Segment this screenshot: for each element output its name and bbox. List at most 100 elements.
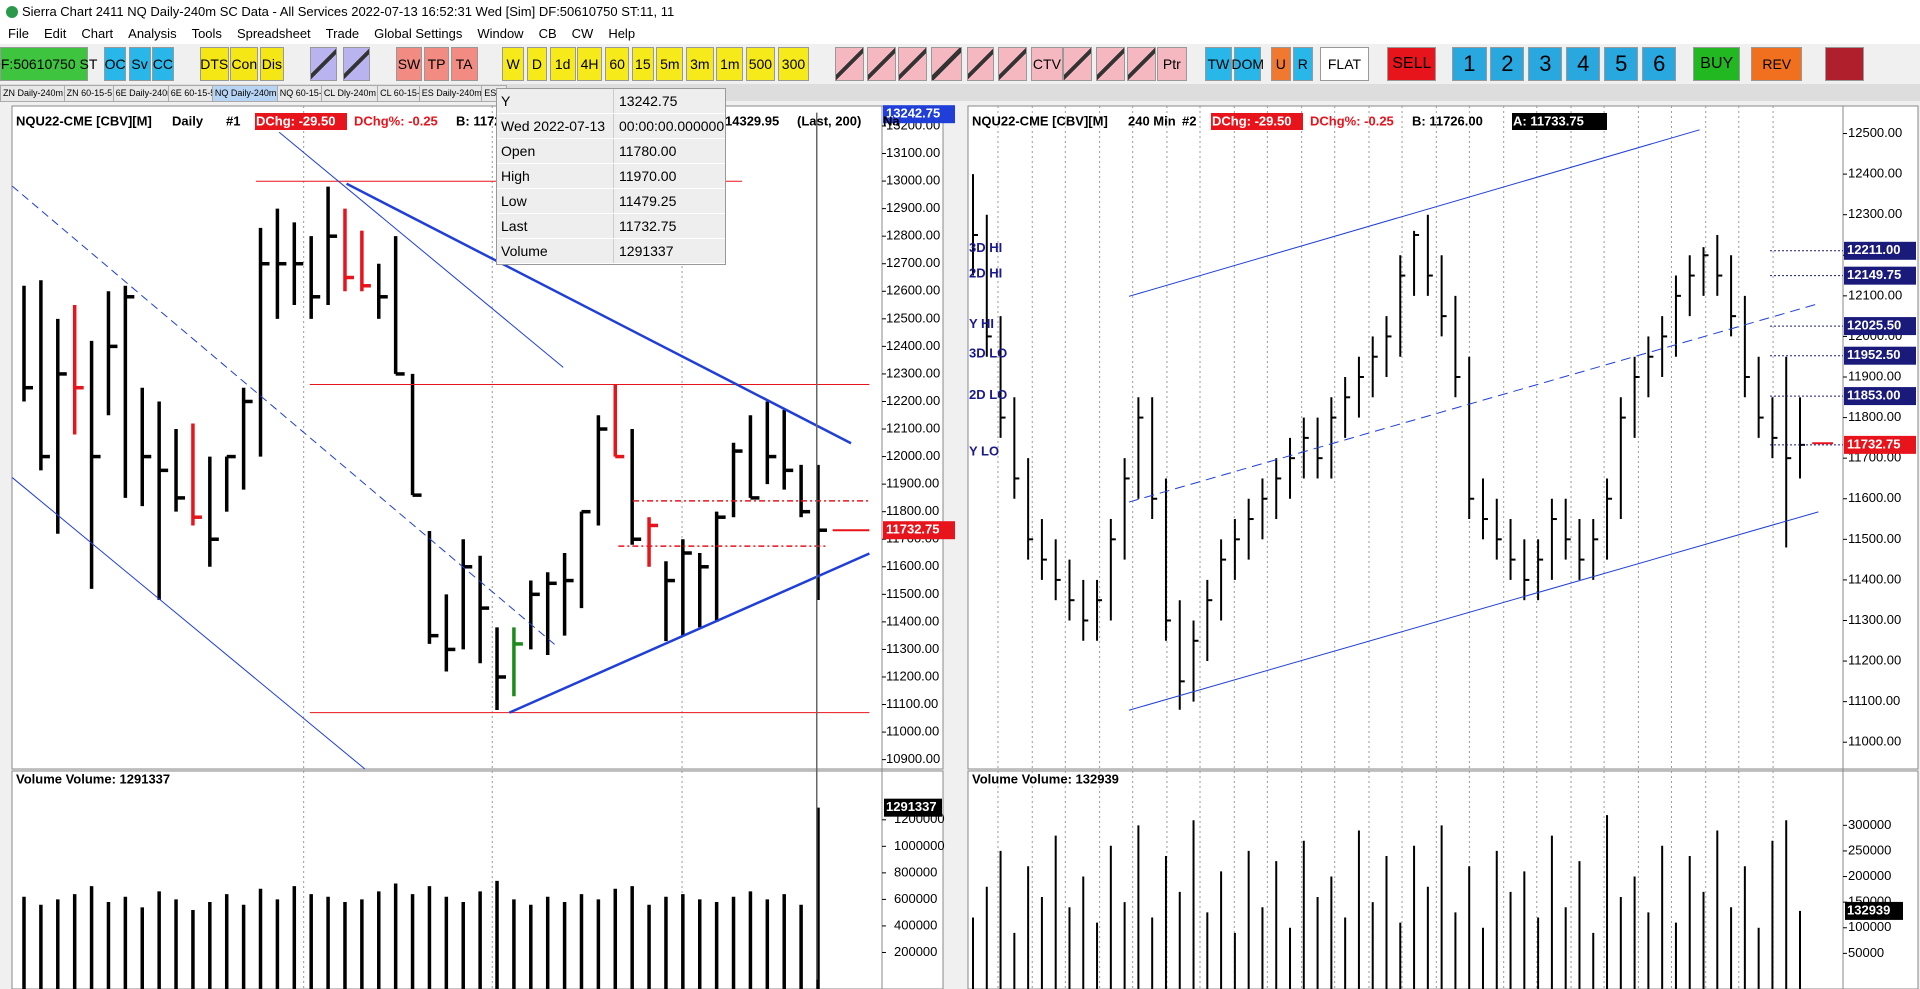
chart-tab[interactable]: 6E 60-15-5: [167, 85, 219, 102]
volume-pane: [11, 770, 944, 989]
header-symbol: NQU22-CME [CBV][M]: [16, 113, 152, 128]
menu-item[interactable]: Global Settings: [374, 26, 463, 41]
toolbar-button[interactable]: 1m: [716, 47, 744, 81]
menu-item[interactable]: Analysis: [128, 26, 177, 41]
toolbar-button[interactable]: 15: [631, 47, 654, 81]
price-label: 11732.75: [886, 522, 940, 537]
toolbar-button[interactable]: Sv: [128, 47, 151, 81]
header-bid: B: 11726.00: [1412, 113, 1483, 128]
price-pane: [11, 105, 944, 770]
chart-tab[interactable]: ZN 60-15-5: [63, 85, 116, 102]
chart-tab[interactable]: ZN Daily-240m: [0, 85, 67, 102]
toolbar-button[interactable]: TP: [423, 47, 450, 81]
toolbar-button[interactable]: TW: [1204, 47, 1232, 81]
toolbar-button[interactable]: U: [1271, 47, 1291, 81]
toolbar-button[interactable]: Ptr: [1157, 47, 1187, 81]
data-value: 00:00:00.000000: [619, 118, 725, 134]
tool-icon[interactable]: [835, 47, 865, 81]
menu-item[interactable]: CW: [571, 26, 594, 41]
menu-item[interactable]: Edit: [43, 26, 67, 41]
menu-item[interactable]: Spreadsheet: [236, 26, 311, 41]
toolbar-button[interactable]: D: [526, 47, 548, 81]
volume-tick-label: 200000: [1848, 868, 1891, 883]
menu-item[interactable]: Tools: [191, 26, 222, 41]
toolbar-button[interactable]: 5m: [656, 47, 684, 81]
price-label: 12149.75: [1847, 267, 1901, 282]
tool-icon[interactable]: [866, 47, 897, 81]
toolbar-button[interactable]: 300: [777, 47, 810, 81]
window-title: Sierra Chart 2411 NQ Daily-240m SC Data …: [22, 4, 675, 19]
menu-item[interactable]: Help: [608, 26, 636, 41]
data-value: 13242.75: [619, 93, 678, 109]
price-label-box: [1844, 241, 1916, 260]
tool-icon[interactable]: [1095, 47, 1126, 81]
toolbar-button[interactable]: 5: [1604, 47, 1639, 81]
header-number: #2: [1182, 113, 1196, 128]
data-value: 11970.00: [619, 168, 677, 184]
chartbook-tabs: ZN Daily-240m ZN 60-15-5 6E Daily-240m 6E 6…: [0, 84, 1920, 102]
toolbar-button[interactable]: R: [1293, 47, 1313, 81]
header-box: [255, 113, 347, 130]
toolbar-button[interactable]: 1: [1452, 47, 1487, 81]
tool-icon[interactable]: [342, 47, 370, 81]
drawing-line: [278, 131, 564, 368]
tool-icon[interactable]: [1062, 47, 1093, 81]
tool-icon[interactable]: [1126, 47, 1156, 81]
y-tick-label: 12900.00: [886, 200, 940, 215]
tool-icon[interactable]: [309, 47, 337, 81]
volume-tick-label: 300000: [1848, 817, 1891, 832]
drawing-line: [11, 185, 558, 647]
toolbar-button[interactable]: 1d: [549, 47, 576, 81]
data-row: High 11970.00: [497, 164, 725, 189]
data-row: Last 11732.75: [497, 214, 725, 239]
tool-icon[interactable]: [997, 47, 1028, 81]
tool-icon[interactable]: [930, 47, 963, 81]
toolbar-button[interactable]: SELL: [1387, 47, 1437, 81]
tool-icon[interactable]: [1824, 47, 1864, 81]
toolbar-button[interactable]: DOM: [1231, 47, 1264, 81]
toolbar-button[interactable]: Con: [230, 47, 259, 81]
chart-tab[interactable]: CL Dly-240m: [320, 85, 379, 102]
toolbar-button[interactable]: 60: [604, 47, 630, 81]
y-tick-label: 11000.00: [886, 724, 939, 739]
toolbar-button[interactable]: OC: [104, 47, 127, 81]
menu-item[interactable]: Chart: [81, 26, 114, 41]
price-label: 11952.50: [1847, 347, 1901, 362]
toolbar-button[interactable]: TA: [450, 47, 478, 81]
toolbar-button[interactable]: 2: [1490, 47, 1525, 81]
y-tick-label: 11900.00: [1848, 368, 1901, 383]
menu-item[interactable]: Window: [477, 26, 524, 41]
menu-item[interactable]: Trade: [325, 26, 360, 41]
chart-tab[interactable]: ES Daily-240m: [418, 85, 485, 102]
toolbar-button[interactable]: Dis: [259, 47, 285, 81]
toolbar-button[interactable]: CTV: [1031, 47, 1063, 81]
y-tick-label: 12300.00: [886, 365, 940, 380]
toolbar-button[interactable]: REV: [1751, 47, 1803, 81]
toolbar-button[interactable]: 6: [1642, 47, 1677, 81]
toolbar-button[interactable]: BUY: [1693, 47, 1740, 81]
toolbar-button[interactable]: DTS: [199, 47, 229, 81]
toolbar-button[interactable]: DF:50610750 ST: [0, 47, 97, 81]
toolbar-button[interactable]: FLAT: [1320, 47, 1369, 81]
toolbar-button[interactable]: W: [502, 47, 525, 81]
toolbar-button[interactable]: 4H: [576, 47, 603, 81]
header-dchgp: DChg%: -0.25: [1310, 113, 1394, 128]
tool-icon[interactable]: [967, 47, 995, 81]
data-key: High: [497, 164, 614, 188]
tool-icon[interactable]: [897, 47, 927, 81]
menu-item[interactable]: CB: [538, 26, 557, 41]
toolbar-button[interactable]: 4: [1566, 47, 1601, 81]
toolbar-button[interactable]: 500: [745, 47, 776, 81]
toolbar-button[interactable]: 3m: [685, 47, 714, 81]
volume-last-box: [884, 798, 942, 817]
y-tick-label: 12400.00: [1848, 166, 1902, 181]
toolbar-button[interactable]: 3: [1528, 47, 1563, 81]
chart-tab[interactable]: NQ Daily-240m: [211, 85, 280, 102]
level-name: Y LO: [969, 443, 999, 458]
toolbar-button[interactable]: CC: [151, 47, 174, 81]
menu-item[interactable]: File: [8, 26, 29, 41]
toolbar-button[interactable]: SW: [395, 47, 423, 81]
price-label-box: [1844, 317, 1916, 336]
drawing-line: [1128, 511, 1819, 711]
